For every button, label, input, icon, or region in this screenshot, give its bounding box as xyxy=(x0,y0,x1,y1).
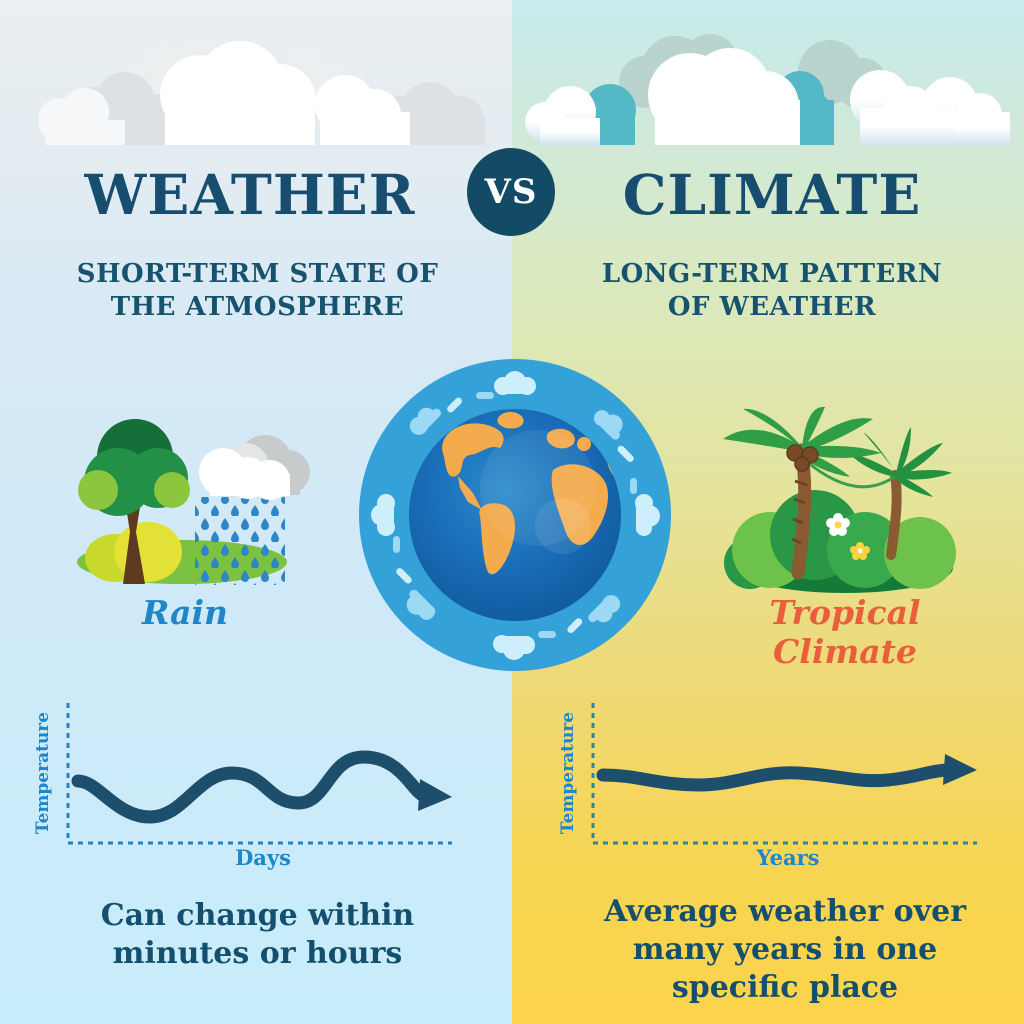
palm-tree-icon xyxy=(723,406,881,580)
climate-subtitle: LONG-TERM PATTERN OF WEATHER xyxy=(552,258,992,324)
weather-caption-line1: Can change within xyxy=(100,898,415,933)
weather-title: WEATHER xyxy=(84,162,416,227)
atmosphere-clouds-icon xyxy=(371,371,660,660)
tropical-climate-label: Tropical Climate xyxy=(769,593,921,671)
weather-caption: Can change within minutes or hours xyxy=(30,897,485,973)
arrowhead-icon xyxy=(418,779,452,811)
tropical-illustration xyxy=(723,406,956,593)
climate-subtitle-line1: LONG-TERM PATTERN xyxy=(601,259,943,289)
arrowhead-icon xyxy=(943,754,977,785)
climate-caption-line3: specific place xyxy=(671,970,899,1005)
tree-icon xyxy=(78,419,190,584)
temperature-axis-label: Temperature xyxy=(558,712,578,834)
rain-label: Rain xyxy=(141,593,229,632)
days-axis-label: Days xyxy=(235,845,291,870)
fluctuating-line xyxy=(71,750,431,824)
flower-icon xyxy=(826,513,850,536)
climate-caption-line2: many years in one xyxy=(632,932,938,967)
weather-subtitle: SHORT-TERM STATE OF THE ATMOSPHERE xyxy=(20,258,495,324)
clouds-decoration xyxy=(38,34,1010,145)
bushes-icon xyxy=(724,490,956,589)
flower-icon xyxy=(850,542,870,560)
climate-caption: Average weather over many years in one s… xyxy=(555,893,1015,1007)
earth-globe-icon xyxy=(359,359,671,671)
temperature-axis-label: Temperature xyxy=(33,712,53,834)
cloud-icon xyxy=(525,34,1010,145)
weather-subtitle-line2: THE ATMOSPHERE xyxy=(110,292,405,322)
climate-title: CLIMATE xyxy=(622,162,922,227)
years-axis-label: Years xyxy=(755,845,819,870)
climate-chart: Temperature Years xyxy=(558,703,977,870)
climate-subtitle-line2: OF WEATHER xyxy=(667,292,877,322)
weather-chart: Temperature Days xyxy=(33,703,452,870)
vs-badge: VS xyxy=(467,148,555,236)
vine-icon xyxy=(804,458,895,489)
palm-tree-icon xyxy=(848,427,952,560)
rain-cloud-icon xyxy=(199,435,310,500)
rain-illustration xyxy=(77,419,310,585)
raindrops-icon xyxy=(195,497,285,585)
weather-subtitle-line1: SHORT-TERM STATE OF xyxy=(76,259,439,289)
cloud-icon xyxy=(38,41,485,145)
climate-caption-line1: Average weather over xyxy=(603,894,967,929)
stable-line xyxy=(596,763,954,792)
weather-caption-line2: minutes or hours xyxy=(112,936,403,971)
